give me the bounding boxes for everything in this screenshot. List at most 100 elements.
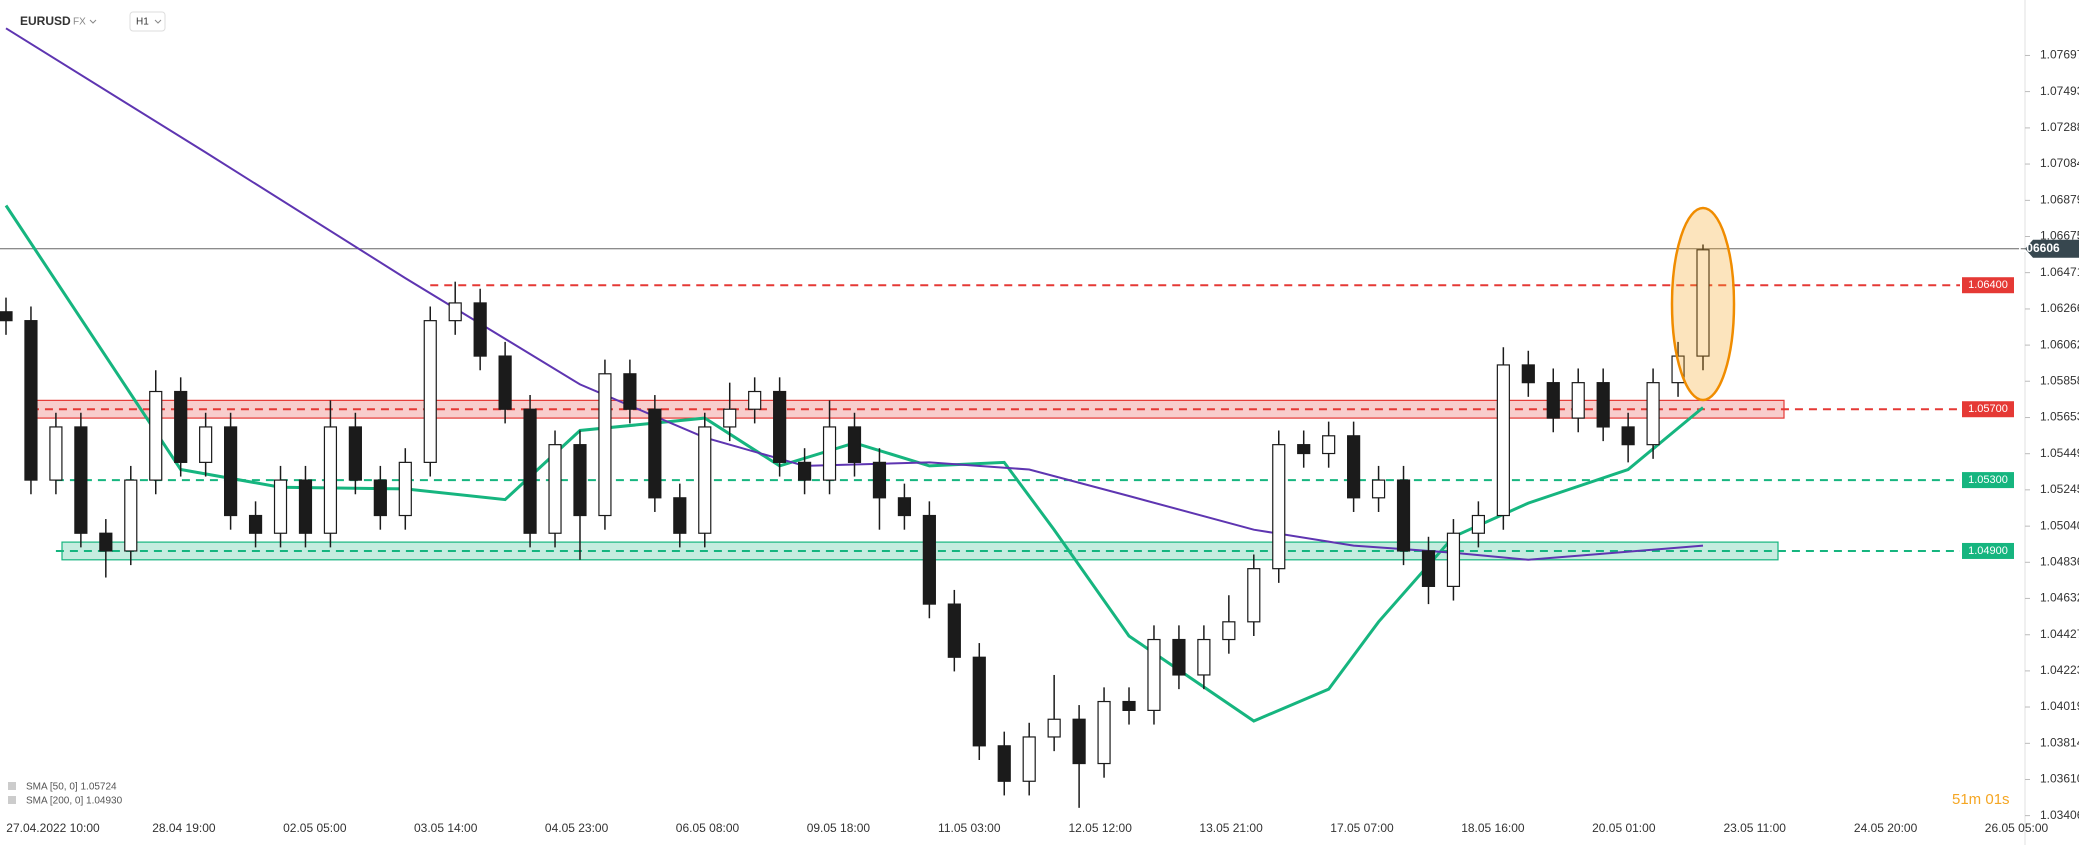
candle-body [1596, 382, 1610, 428]
x-tick-label: 26.05 05:00 [1985, 821, 2049, 835]
candle-body [1571, 382, 1585, 419]
level-label: 1.04900 [1968, 545, 2008, 557]
timeframe-button[interactable] [129, 11, 166, 32]
x-tick-label: 24.05 20:00 [1854, 821, 1918, 835]
candle-body [523, 408, 537, 534]
y-tick-label: 1.07288 [2040, 120, 2079, 134]
candle-body [822, 426, 837, 481]
last-price-box [2025, 239, 2079, 258]
y-tick-label: 1.05040 [2040, 518, 2079, 532]
candle-body [99, 532, 113, 552]
y-tick-label: 1.03610 [2040, 772, 2079, 786]
x-tick-label: 23.05 11:00 [1723, 821, 1786, 835]
candle-body [1122, 700, 1136, 711]
candle-body [224, 426, 238, 517]
level-label-box [1962, 401, 2014, 418]
level-label: 1.05700 [1968, 403, 2008, 415]
y-tick-label: 1.04836 [2040, 554, 2079, 568]
candle-body [1022, 736, 1036, 782]
dropdown-icon[interactable] [89, 19, 97, 24]
candle-body [423, 320, 437, 463]
candle-body [573, 444, 587, 517]
level-label: 1.05300 [1968, 474, 2008, 486]
y-tick-label: 1.03814 [2040, 736, 2079, 750]
candle-body [1297, 444, 1311, 455]
candle-body [1222, 621, 1236, 641]
candle-body [448, 302, 462, 322]
x-tick-label: 06.05 08:00 [676, 821, 740, 835]
candle-body [149, 390, 163, 481]
candle-body [673, 497, 687, 534]
candle-body [1097, 700, 1111, 765]
candle-body [947, 603, 961, 658]
candle-body [748, 390, 762, 410]
candle-body [922, 514, 936, 605]
legend-entry: SMA [50, 0] 1.05724 [26, 782, 117, 793]
y-tick-label: 1.05653 [2040, 410, 2079, 424]
candle-body [1621, 426, 1635, 446]
y-tick-label: 1.04223 [2040, 663, 2079, 677]
candle-body [872, 461, 887, 499]
y-tick-label: 1.06675 [2040, 229, 2079, 243]
legend-icon [8, 796, 16, 804]
candle-body [1247, 568, 1261, 623]
y-tick-label: 1.06266 [2040, 301, 2079, 315]
candle-body [273, 479, 288, 534]
candle-body [1696, 249, 1710, 357]
y-tick-label: 1.04019 [2040, 699, 2079, 713]
candle-body [623, 373, 637, 410]
candle-body [348, 426, 362, 481]
candle-body [49, 426, 63, 481]
candle-body [1546, 382, 1560, 419]
candle-body [473, 302, 487, 357]
y-tick-label: 1.05245 [2040, 482, 2079, 496]
candle-body [1521, 364, 1535, 384]
x-tick-label: 04.05 23:00 [545, 821, 609, 835]
x-tick-label: 17.05 07:00 [1330, 821, 1394, 835]
legend-icon [8, 782, 16, 790]
candle-body [1172, 638, 1186, 676]
y-tick-label: 1.03406 [2040, 808, 2079, 822]
candle-body [972, 656, 986, 747]
candle-body [74, 426, 88, 534]
candle-body [1396, 479, 1411, 552]
candle-body [0, 311, 13, 322]
y-tick-label: 1.07493 [2040, 84, 2079, 98]
market: FX [73, 17, 86, 28]
symbol[interactable]: EURUSD [20, 14, 71, 28]
candle-body [1347, 435, 1361, 499]
candle-body [199, 426, 213, 463]
candle-body [398, 461, 412, 517]
x-tick-label: 20.05 01:00 [1592, 821, 1656, 835]
candle-body [648, 408, 662, 499]
candle-body [373, 479, 387, 517]
highlight-ellipse [1670, 206, 1736, 402]
x-tick-label: 27.04.2022 10:00 [6, 821, 100, 835]
dropdown-icon[interactable] [154, 19, 162, 24]
candle-body [1197, 638, 1211, 676]
y-tick-label: 1.05449 [2040, 446, 2079, 460]
candle-body [1047, 718, 1061, 738]
candle-body [723, 408, 737, 428]
candle-body [298, 479, 313, 534]
candle-body [1147, 638, 1161, 711]
candle-body [498, 355, 512, 410]
x-tick-label: 18.05 16:00 [1461, 821, 1525, 835]
y-tick-label: 1.04632 [2040, 591, 2079, 605]
y-tick-label: 1.05858 [2040, 373, 2079, 387]
sma-line [5, 27, 1704, 561]
y-tick-label: 1.07084 [2040, 156, 2079, 170]
legend-entry: SMA [200, 0] 1.04930 [26, 796, 123, 807]
level-label-box [1962, 472, 2014, 489]
candle-body [248, 514, 263, 534]
candle-body [323, 426, 338, 534]
candle-body [1272, 444, 1286, 570]
x-tick-label: 13.05 21:00 [1199, 821, 1263, 835]
y-tick-label: 1.04427 [2040, 627, 2079, 641]
y-tick-label: 1.06879 [2040, 193, 2079, 207]
level-label-box [1962, 277, 2014, 294]
timeframe[interactable]: H1 [136, 17, 149, 28]
candle-body [1371, 479, 1386, 499]
